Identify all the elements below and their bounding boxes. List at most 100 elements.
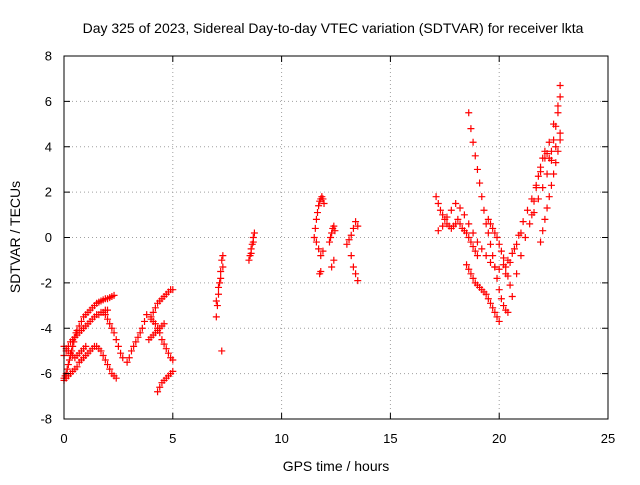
data-point — [513, 270, 521, 278]
data-point — [515, 231, 523, 239]
data-point — [320, 199, 328, 207]
data-point — [73, 363, 81, 371]
data-point — [484, 295, 492, 303]
x-tick-label: 5 — [169, 431, 176, 446]
data-point — [539, 154, 547, 162]
data-point — [138, 324, 146, 332]
data-point — [541, 215, 549, 223]
data-point — [465, 109, 473, 117]
x-axis: 0 5 10 15 20 25 — [60, 56, 615, 446]
data-point — [497, 247, 505, 255]
data-point — [169, 356, 177, 364]
data-point — [469, 274, 477, 282]
data-point — [352, 218, 360, 226]
data-point — [164, 349, 172, 357]
data-point — [212, 297, 220, 305]
data-point — [345, 236, 353, 244]
data-point — [556, 93, 564, 101]
data-point — [347, 231, 355, 239]
data-point — [465, 220, 473, 228]
data-point — [463, 229, 471, 237]
data-point — [493, 234, 501, 241]
data-point — [104, 315, 112, 323]
data-point — [112, 336, 120, 344]
data-point — [452, 199, 460, 207]
data-point — [456, 220, 464, 228]
data-point — [349, 224, 357, 232]
data-point — [471, 152, 479, 160]
data-point — [502, 263, 510, 271]
data-point — [310, 234, 318, 241]
y-tick-label: 4 — [45, 139, 52, 154]
y-tick-label: 0 — [45, 230, 52, 245]
data-point — [508, 249, 516, 257]
x-tick-label: 10 — [274, 431, 288, 446]
data-point — [467, 238, 475, 246]
chart-title: Day 325 of 2023, Sidereal Day-to-day VTE… — [83, 20, 584, 36]
data-point — [312, 238, 320, 246]
data-point — [354, 222, 362, 230]
data-point — [125, 354, 133, 362]
data-point — [486, 240, 494, 248]
data-point — [65, 356, 73, 364]
data-point — [219, 263, 227, 271]
x-tick-label: 25 — [601, 431, 615, 446]
y-tick-label: 2 — [45, 185, 52, 200]
y-tick-label: -2 — [40, 275, 52, 290]
data-point — [156, 383, 164, 391]
data-point — [556, 129, 564, 137]
data-point — [537, 163, 545, 171]
data-point — [473, 252, 481, 260]
data-point — [467, 270, 475, 278]
data-point — [77, 317, 85, 325]
data-point — [552, 143, 560, 151]
data-point — [482, 290, 490, 298]
data-point — [473, 238, 481, 246]
data-point — [519, 218, 527, 226]
y-tick-label: 8 — [45, 49, 52, 64]
y-tick-label: -8 — [40, 412, 52, 427]
x-tick-label: 15 — [383, 431, 397, 446]
data-point — [216, 279, 224, 287]
data-point — [64, 361, 72, 369]
data-point — [521, 234, 529, 241]
data-point — [330, 222, 338, 230]
data-point — [517, 252, 525, 260]
data-point — [523, 206, 531, 214]
data-point — [434, 227, 442, 235]
data-point — [532, 184, 540, 192]
data-point — [218, 256, 226, 264]
gridlines — [64, 56, 608, 419]
data-point — [330, 256, 338, 264]
data-point — [312, 215, 320, 223]
data-point — [495, 286, 503, 294]
data-point — [317, 252, 325, 260]
data-point — [469, 243, 477, 251]
data-point — [315, 202, 323, 210]
data-point — [327, 234, 335, 241]
data-point — [506, 258, 514, 266]
data-point — [489, 224, 497, 232]
data-point — [347, 252, 355, 260]
data-point — [325, 238, 333, 246]
data-point — [151, 320, 159, 328]
data-point — [543, 170, 551, 178]
data-point — [537, 238, 545, 246]
data-point — [471, 247, 479, 255]
data-point — [550, 170, 558, 178]
data-point — [245, 256, 253, 264]
data-point — [508, 292, 516, 300]
data-point — [502, 270, 510, 278]
data-point — [550, 136, 558, 144]
data-point — [484, 215, 492, 223]
data-point — [556, 81, 564, 89]
data-point — [110, 329, 118, 337]
data-point — [556, 136, 564, 144]
data-point — [554, 147, 562, 155]
data-point — [465, 265, 473, 273]
data-point — [154, 388, 162, 396]
data-point — [130, 342, 138, 350]
data-point — [212, 313, 220, 321]
data-point — [219, 252, 227, 260]
